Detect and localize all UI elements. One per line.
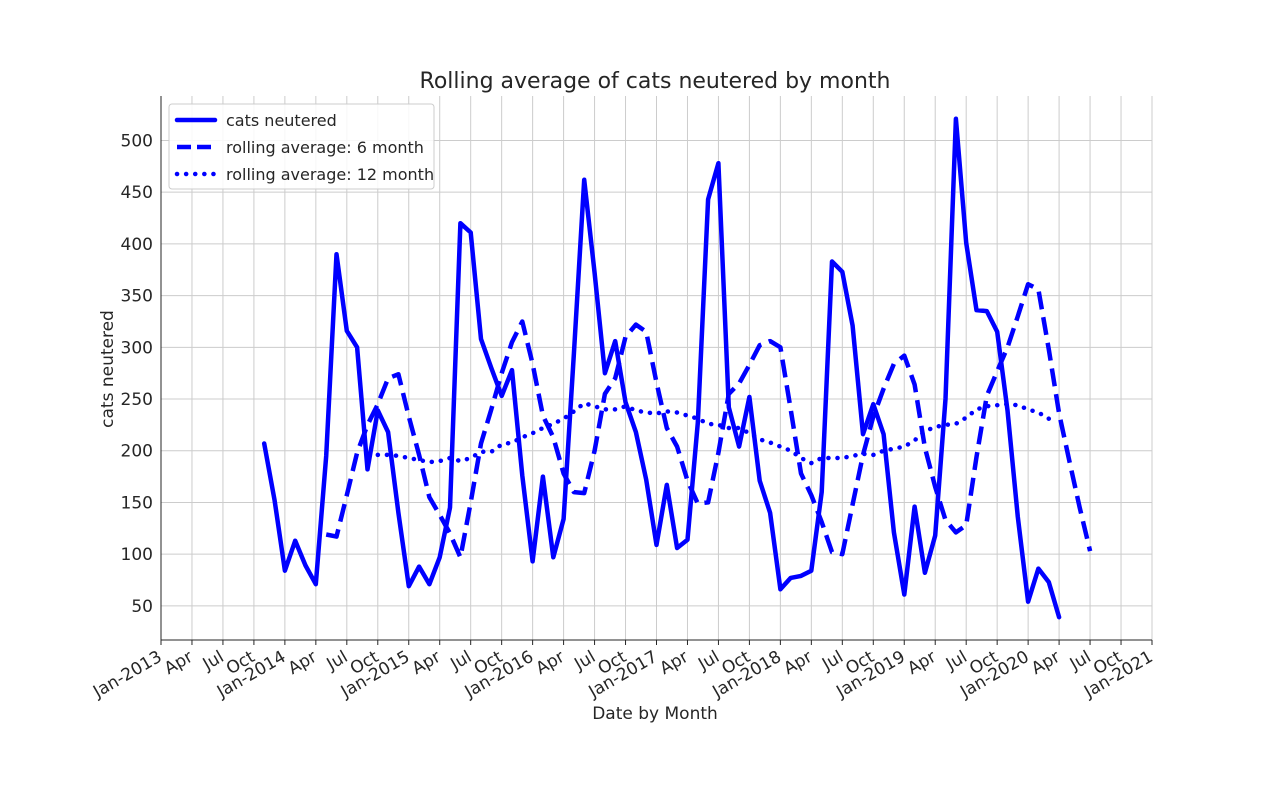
x-axis-label: Date by Month	[592, 704, 718, 724]
y-tick-label: 400	[121, 235, 153, 255]
y-tick-label: 250	[121, 390, 153, 410]
legend-label: rolling average: 6 month	[226, 138, 424, 157]
y-tick-label: 450	[121, 183, 153, 203]
x-tick-label: Apr	[533, 647, 568, 679]
series-layer	[261, 116, 1093, 620]
y-tick-label: 200	[121, 442, 153, 462]
y-tick-label: 350	[121, 287, 153, 307]
y-tick-label: 100	[121, 545, 153, 565]
y-axis-label: cats neutered	[98, 310, 118, 428]
x-tick-label: Apr	[904, 647, 939, 679]
x-tick-label: Apr	[656, 647, 691, 679]
x-tick-label: Apr	[1028, 647, 1063, 679]
chart-title: Rolling average of cats neutered by mont…	[420, 69, 891, 94]
series-line-2	[325, 281, 1093, 560]
x-tick-label: Jan-2013	[89, 647, 165, 703]
series-line-1	[261, 116, 1062, 620]
legend-label: cats neutered	[226, 111, 337, 130]
legend: cats neutered rolling average: 6 month rol…	[168, 103, 435, 190]
y-tick-label: 50	[131, 597, 153, 617]
y-tick-label: 500	[121, 131, 153, 151]
x-tick-label: Apr	[409, 647, 444, 679]
x-tick-label: Apr	[780, 647, 815, 679]
y-tick-label: 300	[121, 338, 153, 358]
x-tick-label: Apr	[161, 647, 196, 679]
x-tick-label: Apr	[285, 647, 320, 679]
series-line-3	[375, 400, 1052, 466]
y-ticks: 50 100 150 200 250 300 350 400 450 500	[121, 131, 153, 616]
y-tick-label: 150	[121, 493, 153, 513]
legend-box	[168, 103, 435, 190]
legend-label: rolling average: 12 month	[226, 165, 434, 184]
